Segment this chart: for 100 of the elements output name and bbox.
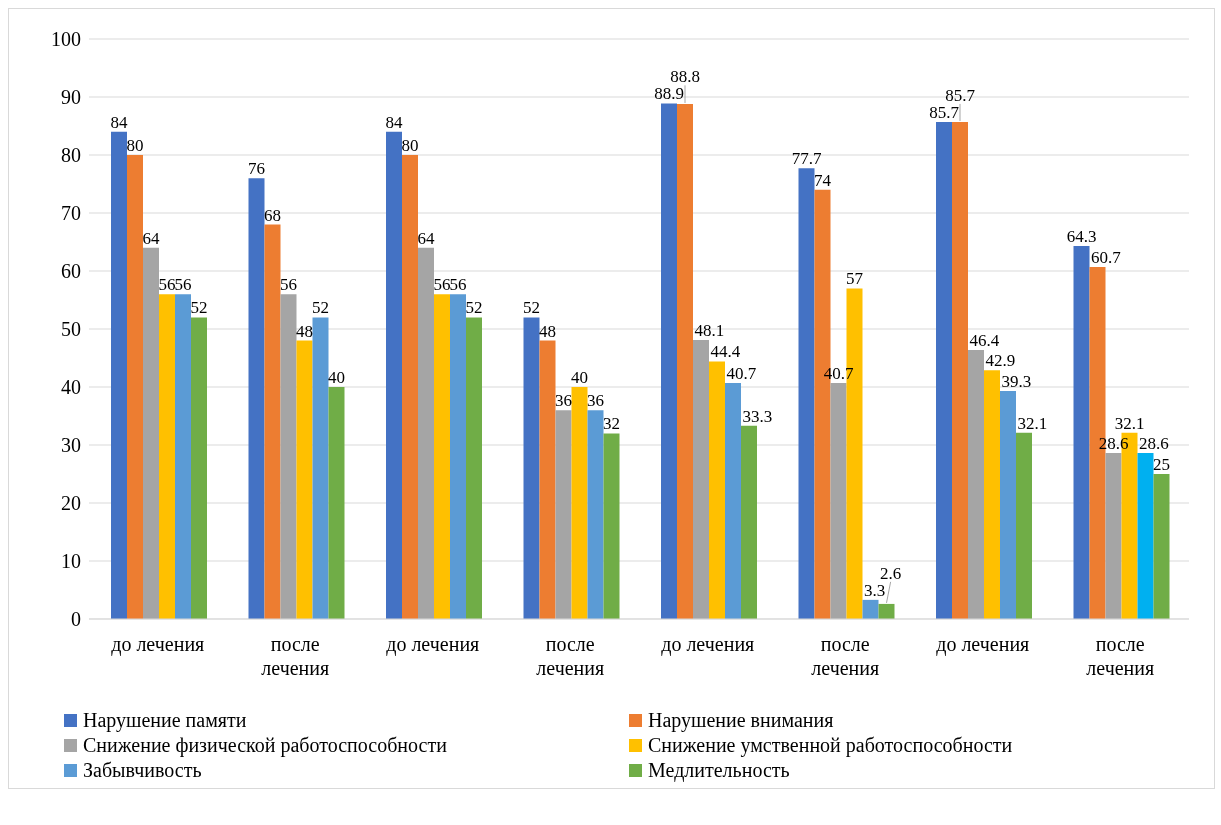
data-label: 44.4 — [710, 342, 741, 362]
data-label: 52 — [190, 298, 208, 318]
x-tick-label: до лечения — [386, 633, 480, 656]
data-label: 39.3 — [1001, 372, 1032, 392]
data-label: 85.7 — [945, 85, 976, 105]
legend-label: Снижение физической работоспособности — [83, 734, 447, 757]
legend-label: Забывчивость — [83, 759, 202, 782]
legend-label: Нарушение памяти — [83, 709, 247, 732]
bar — [741, 425, 757, 619]
bar — [878, 603, 895, 619]
data-label: 40 — [571, 368, 588, 387]
data-label: 3.3 — [864, 580, 886, 600]
data-label: 68 — [264, 205, 281, 225]
y-tick-label: 20 — [61, 492, 81, 515]
data-label: 32 — [603, 414, 620, 434]
data-label: 32.1 — [1114, 413, 1145, 433]
data-label: 85.7 — [929, 102, 960, 122]
data-label: 52 — [465, 298, 483, 318]
bar — [1153, 474, 1170, 619]
bar — [709, 361, 725, 619]
bar — [159, 294, 175, 619]
bar — [523, 317, 540, 619]
bar — [677, 103, 693, 619]
data-label: 48 — [296, 321, 313, 341]
data-label: 88.8 — [670, 67, 700, 87]
bar — [418, 247, 434, 619]
bar — [571, 387, 588, 619]
y-tick-label: 90 — [61, 86, 81, 109]
bar — [328, 387, 345, 619]
bar — [191, 317, 207, 619]
bar — [725, 382, 741, 619]
legend-label: Снижение умственной работоспособности — [648, 734, 1013, 757]
bar — [968, 349, 984, 619]
data-label: 52 — [523, 298, 540, 318]
bar — [402, 155, 418, 619]
data-label: 36 — [555, 391, 572, 411]
x-tick-label: до лечения — [936, 633, 1030, 656]
bar — [312, 317, 329, 619]
data-label: 52 — [312, 298, 329, 318]
bar — [450, 294, 466, 619]
data-label: 80 — [126, 136, 144, 155]
bar — [539, 340, 556, 619]
y-tick-label: 70 — [61, 202, 81, 225]
bar — [434, 294, 450, 619]
bar — [936, 121, 952, 619]
data-label: 48 — [539, 321, 556, 341]
bar — [952, 121, 968, 619]
y-tick-label: 0 — [71, 608, 81, 631]
data-label: 33.3 — [742, 406, 773, 426]
x-tick-label: до лечения — [661, 633, 755, 656]
bar — [1016, 432, 1032, 619]
bar — [111, 131, 127, 619]
data-label: 48.1 — [694, 321, 725, 341]
x-tick-label: после лечения — [1086, 633, 1155, 679]
bar — [798, 168, 815, 619]
y-tick-label: 40 — [61, 376, 81, 399]
bar — [248, 178, 265, 619]
data-label: 57 — [846, 269, 864, 289]
data-label: 77.7 — [791, 149, 822, 169]
data-label: 42.9 — [985, 351, 1016, 371]
y-tick-label: 80 — [61, 144, 81, 167]
bar — [1073, 246, 1090, 619]
data-label: 40 — [328, 368, 345, 387]
bar — [143, 247, 159, 619]
bar — [603, 433, 620, 619]
bar — [175, 294, 191, 619]
data-label: 56 — [158, 275, 176, 295]
data-label: 56 — [174, 275, 192, 295]
y-tick-label: 100 — [51, 28, 81, 51]
x-tick-label: после лечения — [811, 633, 880, 679]
x-tick-label: до лечения — [111, 633, 205, 656]
data-label: 64 — [417, 228, 435, 248]
data-label: 56 — [449, 275, 467, 295]
data-label: 84 — [385, 112, 403, 132]
bar — [296, 340, 313, 619]
bar — [264, 224, 281, 619]
legend-label: Нарушение внимания — [648, 709, 834, 732]
x-tick-label: после лечения — [536, 633, 605, 679]
data-label: 56 — [433, 275, 451, 295]
data-label: 64.3 — [1066, 227, 1097, 247]
y-tick-label: 30 — [61, 434, 81, 457]
y-tick-label: 10 — [61, 550, 81, 573]
data-label: 56 — [280, 275, 297, 295]
y-tick-label: 60 — [61, 260, 81, 283]
data-label: 2.6 — [880, 563, 902, 583]
data-label: 46.4 — [969, 330, 1000, 350]
bar — [984, 370, 1000, 619]
data-label: 64 — [142, 228, 160, 248]
data-label: 74 — [814, 170, 832, 190]
data-label: 28.6 — [1139, 434, 1169, 454]
legend-label: Медлительность — [648, 759, 790, 782]
bar — [466, 317, 482, 619]
bar — [1000, 391, 1016, 619]
bar — [1137, 453, 1154, 619]
bar — [386, 131, 402, 619]
bar — [1105, 453, 1122, 619]
data-label: 36 — [587, 391, 604, 411]
bar — [555, 410, 572, 619]
data-label: 76 — [248, 159, 265, 179]
data-label: 25 — [1153, 455, 1170, 474]
